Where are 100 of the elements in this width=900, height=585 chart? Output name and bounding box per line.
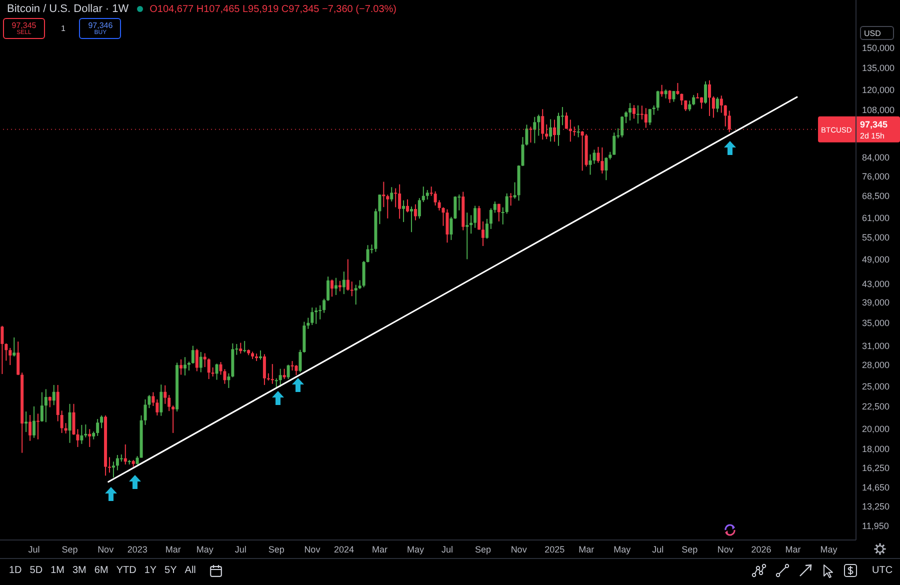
candlestick (406, 198, 410, 213)
candlestick (156, 398, 159, 416)
candlestick (708, 80, 711, 117)
candlestick (152, 392, 155, 406)
candlestick (64, 422, 68, 434)
x-tick-label: Jul (28, 544, 40, 554)
candlestick (430, 186, 433, 196)
y-tick-label: 22,500 (862, 402, 890, 412)
text: 1M (50, 565, 64, 576)
candlestick (668, 90, 672, 104)
candlestick (720, 95, 723, 114)
candlestick (676, 82, 680, 96)
candlestick (414, 204, 417, 221)
x-tick-label: Nov (98, 544, 114, 554)
x-tick-label: Nov (304, 544, 321, 554)
candlestick (258, 350, 262, 360)
x-tick-label: Jul (442, 544, 454, 554)
candlestick (207, 358, 210, 380)
candlestick (700, 96, 704, 110)
candlestick (505, 192, 508, 214)
annotation: 1 (61, 24, 66, 33)
candlestick (282, 368, 286, 380)
candlestick (211, 366, 214, 378)
candlestick (88, 428, 92, 448)
candlestick (489, 208, 492, 230)
candlestick (612, 132, 616, 156)
text: 1D (9, 565, 22, 576)
candlestick (243, 340, 246, 353)
x-tick-label: Jul (234, 544, 246, 554)
candlestick (24, 411, 28, 433)
candlestick (318, 304, 322, 320)
x-tick-label: Nov (717, 544, 734, 554)
x-tick-label: May (196, 544, 214, 554)
candlestick (588, 154, 592, 176)
candlestick (290, 360, 294, 372)
y-tick-label: 25,000 (862, 382, 890, 392)
candlestick (84, 424, 88, 438)
y-tick-label: 49,000 (862, 254, 890, 264)
text: USD (860, 26, 894, 40)
x-tick-label: Nov (510, 544, 528, 554)
candlestick (712, 96, 715, 118)
candlestick (322, 298, 326, 314)
y-tick-label: 55,000 (862, 232, 890, 243)
annotation: 97,346 (88, 20, 113, 30)
y-tick-label: 13,250 (862, 502, 890, 512)
candlestick (124, 444, 127, 465)
candlestick (592, 149, 596, 164)
candlestick (692, 94, 696, 106)
candlestick (680, 93, 684, 106)
candlestick (108, 456, 111, 474)
candlestick (656, 90, 660, 112)
y-tick-label: 18,000 (862, 444, 890, 454)
y-tick-label: 68,500 (862, 191, 890, 202)
chart-subtitle: O104,677 H107,465 L95,919 C97,345 −7,360 (−7.03%) (150, 4, 397, 14)
candlestick (362, 260, 366, 288)
candlestick (426, 190, 429, 200)
y-tick-label: 11,950 (862, 521, 889, 532)
candlestick (191, 345, 194, 364)
x-tick-label: 2026 (751, 544, 772, 554)
candlestick (16, 341, 20, 376)
candlestick (525, 124, 528, 146)
candlestick (596, 146, 600, 164)
candlestick (4, 342, 8, 362)
y-tick-label: 35,000 (862, 318, 890, 328)
y-tick-label: 31,000 (862, 340, 890, 351)
candlestick (704, 80, 708, 104)
candlestick (100, 414, 104, 429)
candlestick (160, 384, 163, 416)
candlestick (418, 198, 421, 220)
x-tick-label: Sep (62, 544, 78, 554)
candlestick (40, 392, 44, 422)
candlestick (688, 100, 692, 112)
candlestick (557, 112, 560, 146)
candlestick (604, 156, 608, 181)
candlestick (294, 364, 298, 376)
candlestick (60, 410, 64, 434)
candlestick (482, 220, 485, 246)
x-tick-label: Sep (268, 544, 284, 554)
candlestick (262, 354, 266, 386)
candlestick (628, 102, 632, 121)
candlestick (398, 184, 402, 220)
candlestick (116, 454, 119, 471)
candlestick (354, 284, 358, 306)
candlestick (350, 281, 354, 297)
y-tick-label: 14,650 (862, 482, 890, 493)
candlestick (310, 307, 314, 326)
candlestick (513, 182, 516, 200)
candlestick (450, 216, 453, 240)
candlestick (434, 190, 437, 206)
y-tick-label: 39,000 (862, 298, 890, 308)
y-tick-label: 28,000 (862, 360, 890, 370)
candlestick (298, 349, 302, 373)
candlestick (326, 276, 330, 302)
candlestick (346, 258, 350, 292)
candlestick (164, 384, 167, 404)
candlestick (28, 414, 32, 442)
y-tick-label: 150,000 (862, 42, 895, 53)
candlestick (330, 279, 334, 298)
candlestick (72, 403, 76, 436)
y-tick-label: 84,000 (862, 152, 890, 162)
